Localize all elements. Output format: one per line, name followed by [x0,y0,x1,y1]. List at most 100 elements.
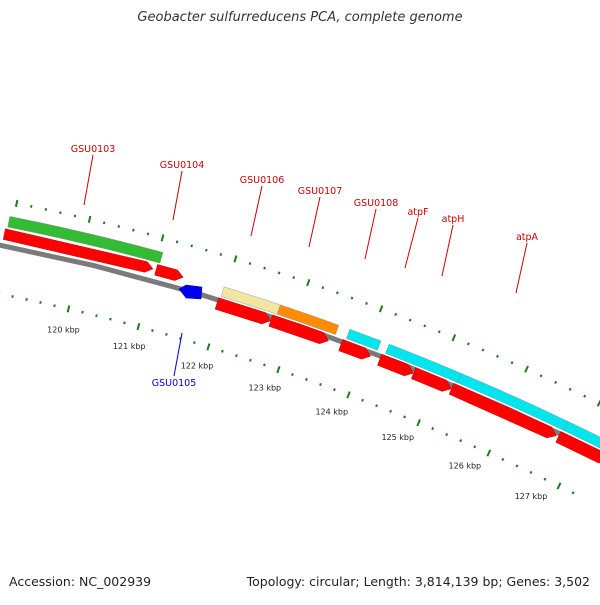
backbone-line [0,242,600,456]
tick-mark-lower [346,391,351,399]
scale-label: 126 kbp [449,462,482,471]
tick-mark-upper [596,399,600,407]
summary-text: Topology: circular; Length: 3,814,139 bp… [246,574,590,589]
tick-mark-upper [160,234,165,242]
tick-mark-upper [336,291,339,295]
label-leader [250,185,263,237]
scale-label: 124 kbp [315,407,348,416]
tick-mark-lower [136,322,141,331]
scale-label: 122 kbp [181,361,214,370]
cds-arrow-gsu0104 [154,264,184,281]
tick-mark-upper [394,312,398,316]
gene-label-gsu0105: GSU0105 [152,378,197,389]
tick-mark-lower [431,427,435,431]
label-leader [83,154,94,206]
tick-mark-lower [403,415,406,419]
tick-mark-lower [515,464,519,468]
cds-arrow-next [555,431,600,464]
tick-mark-upper [29,204,33,208]
gene-label-gsu0106: GSU0106 [240,175,285,186]
tick-mark-lower [333,388,336,392]
tick-mark-lower [389,409,392,413]
tick-mark-upper [44,208,48,211]
backbone-track [0,242,600,456]
tick-mark-upper [583,394,587,398]
tick-mark-lower [235,354,238,358]
label-leader [404,217,419,269]
tick-mark-lower [571,491,575,495]
cds-arrow-atpf [377,353,414,377]
cds-arrow-gsu0108 [338,339,371,360]
scale-label: 127 kbp [515,492,548,501]
tick-mark-upper [219,253,223,256]
tick-mark-upper [117,224,121,228]
cds-arrow-atpa [448,382,557,439]
tick-mark-lower [39,301,42,304]
tick-mark-lower [249,358,252,362]
label-leader [172,170,183,221]
tick-mark-lower [151,328,154,332]
tick-mark-lower [95,314,98,318]
tick-mark-upper [14,199,19,208]
gene-bar-gsu0107 [277,304,340,335]
cds-arrow-atph [411,367,452,392]
cds-arrows [2,228,600,464]
tick-mark-upper [378,305,384,313]
tick-mark-upper [292,276,296,280]
tick-mark-upper [132,228,135,232]
tick-mark-upper [481,348,485,352]
cds-arrow-gsu0106 [214,297,271,325]
tick-mark-lower [361,398,364,402]
tick-mark-lower [123,321,126,325]
tick-mark-upper [277,271,281,275]
tick-mark-upper [510,361,514,365]
tick-mark-lower [543,477,547,481]
tick-mark-lower [25,298,28,301]
gene-label-atpa: atpA [516,232,539,243]
tick-mark-upper [568,387,572,391]
label-leader [364,208,377,260]
tick-mark-lower [53,304,56,308]
label-leader-reverse [173,332,183,377]
tick-mark-upper [496,354,499,358]
tick-mark-upper [350,296,354,300]
tick-mark-upper [87,215,92,223]
label-leaders [83,154,528,377]
scale-label: 120 kbp [47,325,80,334]
scale-label: 123 kbp [249,383,282,392]
tick-mark-upper [59,211,62,215]
tick-mark-lower [473,445,477,449]
tick-mark-upper [524,365,529,373]
tick-mark-upper [423,324,427,328]
gene-label-atph: atpH [442,214,465,225]
tick-mark-upper [146,232,150,236]
tick-mark-upper [437,330,441,334]
tick-mark-upper [233,255,238,263]
gene-bar-gsu0103 [7,216,164,264]
tick-mark-upper [451,334,457,342]
tick-mark-lower [165,332,168,336]
gene-bar-atpa [563,421,600,449]
feature-labels: GSU0103 GSU0104 GSU0106 GSU0107 GSU0108 atpF a… [71,144,539,389]
tick-mark-lower [459,439,463,443]
gene-label-gsu0103: GSU0103 [71,144,116,155]
tick-mark-upper [408,318,412,322]
scale-label: 125 kbp [381,433,414,442]
tick-mark-lower [291,372,294,377]
tick-mark-lower [66,305,71,313]
scale-labels: 120 kbp 121 kbp 122 kbp 123 kbp 124 kbp 125 k… [47,325,547,501]
tick-mark-lower [486,449,492,457]
tick-mark-lower [445,433,449,437]
tick-mark-upper [190,244,193,248]
tick-mark-lower [221,349,224,353]
label-leader [308,196,321,248]
tick-mark-upper [365,301,368,305]
tick-mark-upper [466,342,470,346]
tick-mark-lower [263,363,266,367]
tick-mark-lower [11,295,14,298]
label-leader [441,224,454,277]
cds-arrow-gsu0107 [268,314,329,345]
gene-label-gsu0108: GSU0108 [354,198,399,209]
tick-mark-upper [204,248,208,252]
